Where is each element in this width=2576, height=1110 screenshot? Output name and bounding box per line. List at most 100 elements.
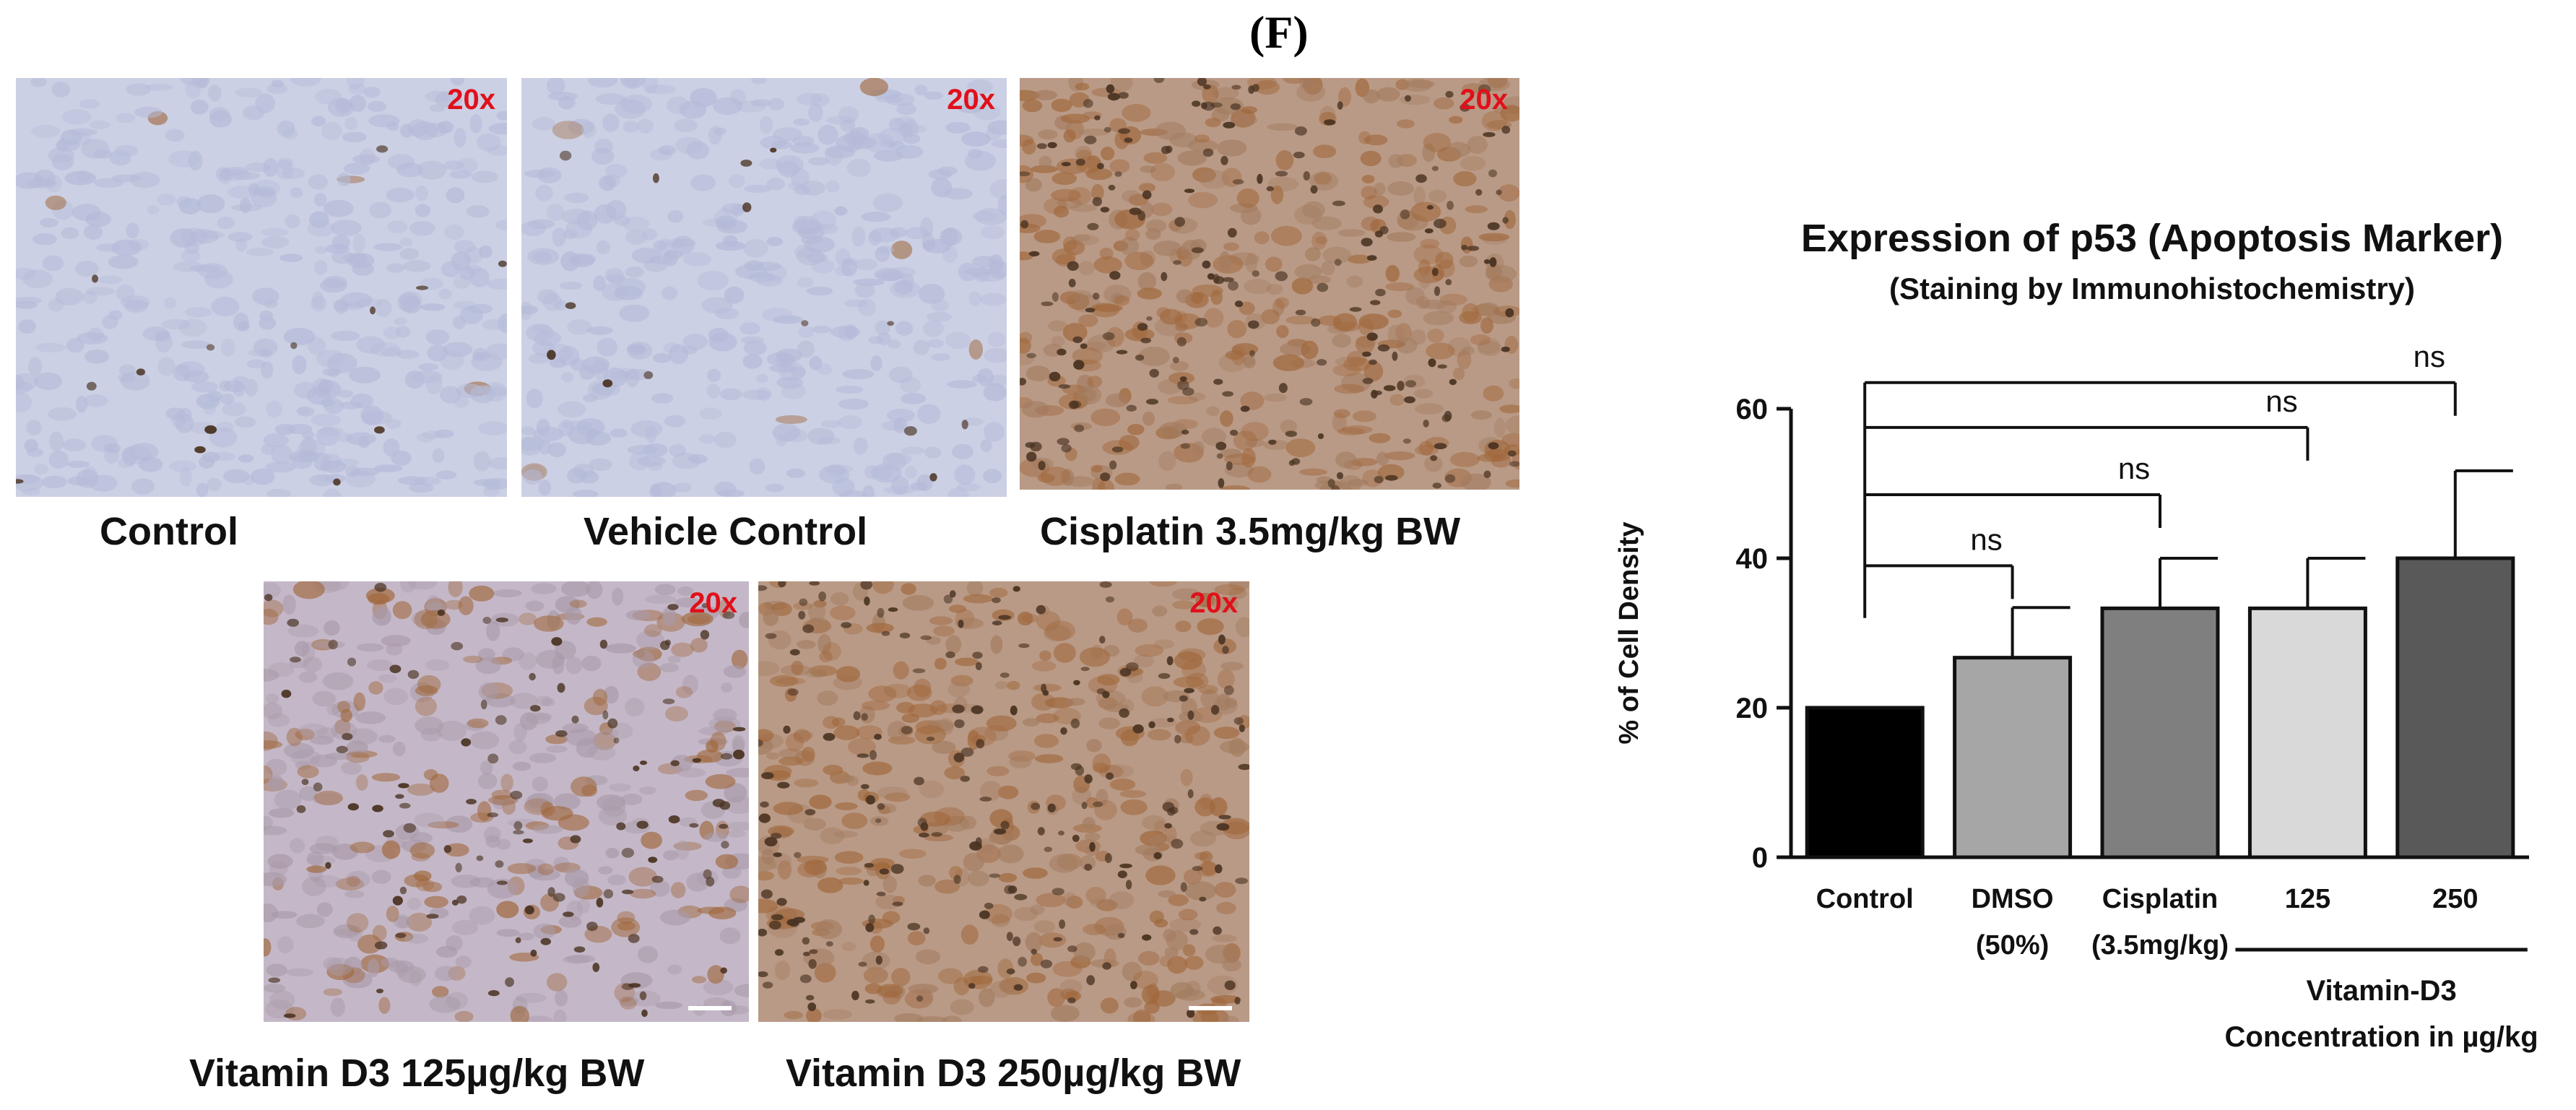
cell <box>820 420 841 428</box>
cell <box>1363 89 1380 104</box>
caption-cisplatin: Cisplatin 3.5mg/kg BW <box>1040 510 1461 553</box>
stained-nucleus <box>530 949 537 957</box>
stained-nucleus <box>1235 877 1248 885</box>
cell <box>1025 932 1043 953</box>
stained-nucleus <box>1483 259 1491 264</box>
cell <box>1239 301 1255 316</box>
stained-nucleus <box>1053 937 1062 942</box>
stained-nucleus <box>1285 430 1297 437</box>
stained-nucleus <box>1227 227 1237 238</box>
cell <box>454 1010 474 1022</box>
cell <box>917 404 941 425</box>
cell <box>312 378 329 397</box>
stained-nucleus <box>762 981 773 989</box>
cell <box>953 977 970 996</box>
cell <box>1049 854 1079 873</box>
cell <box>423 602 451 610</box>
cell <box>609 783 631 792</box>
cell <box>535 184 553 201</box>
cell <box>774 961 790 981</box>
stained-nucleus <box>1129 981 1137 989</box>
cell <box>488 123 507 135</box>
stained-nucleus <box>347 803 359 811</box>
cell <box>1153 639 1175 649</box>
cell <box>1272 298 1285 316</box>
cell <box>901 393 927 404</box>
cell <box>1050 188 1081 201</box>
cell <box>968 339 983 360</box>
cell <box>727 1005 749 1015</box>
cell <box>477 801 492 821</box>
cell <box>1119 236 1140 256</box>
stained-nucleus <box>1192 866 1203 872</box>
cell <box>1275 297 1289 309</box>
stained-nucleus <box>1218 634 1226 645</box>
stained-nucleus <box>984 902 994 909</box>
cell <box>1228 581 1249 591</box>
cell <box>34 169 56 186</box>
cell <box>536 695 552 706</box>
cell <box>432 986 449 998</box>
cell <box>1127 424 1145 435</box>
cell <box>266 84 288 94</box>
cell <box>18 319 36 334</box>
cell <box>425 659 450 671</box>
cell <box>838 877 864 885</box>
cell <box>721 682 733 693</box>
cell <box>342 253 368 264</box>
cell <box>368 100 386 112</box>
stained-nucleus <box>1334 259 1342 266</box>
cell <box>1145 865 1176 885</box>
stained-nucleus <box>1070 400 1082 409</box>
stained-nucleus <box>1047 803 1056 812</box>
cell <box>1212 935 1237 942</box>
stained-nucleus <box>1040 959 1053 968</box>
cell <box>1096 899 1118 911</box>
cell <box>472 352 490 362</box>
cell <box>370 342 401 357</box>
cell <box>261 236 290 248</box>
stained-nucleus <box>651 875 664 883</box>
cell <box>1235 617 1249 638</box>
cell <box>1426 342 1455 360</box>
cell <box>1376 87 1400 102</box>
stained-nucleus <box>758 740 763 747</box>
stained-nucleus <box>551 637 563 646</box>
cell <box>901 583 916 595</box>
stained-nucleus <box>1073 680 1080 685</box>
cell <box>651 393 674 404</box>
cell <box>1181 240 1202 260</box>
cell <box>792 136 815 147</box>
cell <box>300 450 318 462</box>
stained-nucleus <box>487 812 498 818</box>
stained-nucleus <box>979 797 992 802</box>
stained-nucleus <box>1187 789 1194 799</box>
cell <box>1450 451 1480 467</box>
cell <box>675 136 703 154</box>
cell <box>376 605 391 625</box>
cell <box>563 229 578 240</box>
stained-nucleus <box>968 983 976 989</box>
cell <box>286 727 303 747</box>
cell <box>334 299 349 314</box>
cell <box>312 291 324 309</box>
stained-nucleus <box>976 739 985 749</box>
cell <box>517 932 535 940</box>
cell <box>951 443 974 459</box>
stained-nucleus <box>1431 267 1439 277</box>
cell <box>822 642 841 661</box>
cell <box>404 934 429 944</box>
cell <box>639 786 656 795</box>
cell <box>55 139 80 152</box>
cell <box>797 277 814 288</box>
cell <box>716 215 737 230</box>
cell <box>558 401 586 418</box>
cell <box>786 468 805 478</box>
cell <box>51 82 71 97</box>
stained-nucleus <box>1114 171 1122 177</box>
cell <box>523 469 542 485</box>
cell <box>997 844 1024 864</box>
stained-nucleus <box>1089 841 1096 852</box>
cell <box>453 396 469 408</box>
stained-nucleus <box>1117 870 1127 878</box>
